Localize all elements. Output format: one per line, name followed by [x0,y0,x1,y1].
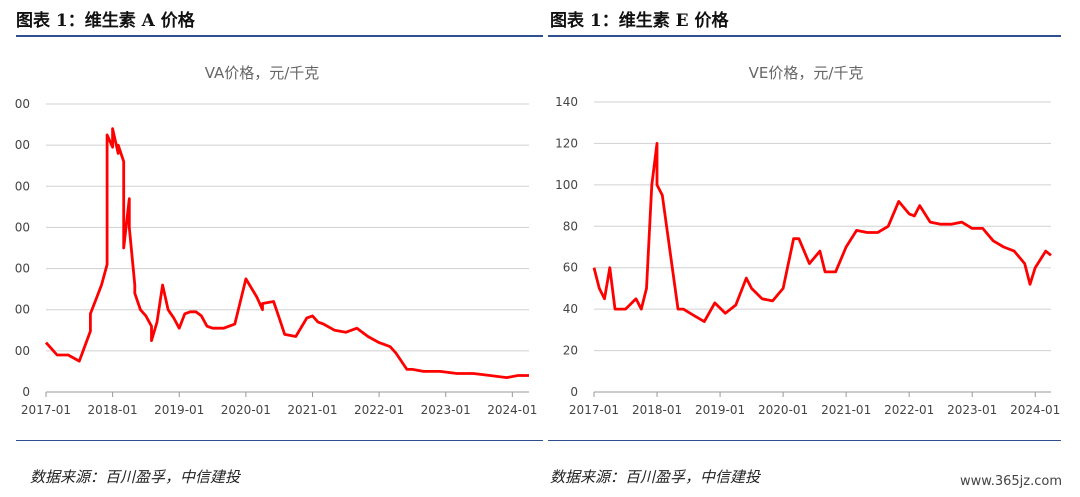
left-top-rule [16,35,543,37]
y-tick-label: 120 [555,136,578,150]
ve-price-chart: VE价格，元/千克 0 20 40 60 80 100 120 140 2017-01 2018-0… [555,64,1060,417]
x-tick-label: 2020-01 [221,403,271,417]
x-tick-label: 2017-01 [569,403,619,417]
x-tick-label: 2021-01 [821,403,871,417]
right-bottom-rule [548,440,1061,441]
y-tick-label: 00 [15,303,30,317]
x-tick-label: 2017-01 [21,403,71,417]
chart-title: VE价格，元/千克 [749,64,864,82]
y-tick-label: 00 [15,179,30,193]
x-tick-label: 2021-01 [287,403,337,417]
right-source-note: 数据来源：百川盈孚，中信建投 [550,468,761,486]
watermark: www.365jz.com [960,474,1062,489]
y-tick-label: 40 [563,302,578,316]
y-tick-label: 140 [555,95,578,109]
y-tick-label: 00 [15,344,30,358]
y-tick-label: 80 [563,219,578,233]
x-tick-label: 2022-01 [354,403,404,417]
y-tick-label: 00 [15,220,30,234]
y-tick-label: 0 [570,385,578,399]
y-tick-label: 20 [563,344,578,358]
x-tick-label: 2018-01 [632,403,682,417]
price-series-line [592,142,1052,324]
price-series-line [44,127,529,380]
x-tick-label: 2018-01 [88,403,138,417]
chart-title: VA价格，元/千克 [205,64,320,82]
left-bottom-rule [16,440,543,441]
x-tick-label: 2019-01 [695,403,745,417]
right-top-rule [548,35,1061,37]
y-tick-label: 60 [563,261,578,275]
x-tick-label: 2023-01 [947,403,997,417]
y-tick-label: 00 [15,262,30,276]
y-tick-label: 0 [22,385,30,399]
right-figure-title: 图表 1：维生素 E 价格 [550,11,729,31]
x-tick-label: 2024-01 [1010,403,1060,417]
x-tick-label: 2024-01 [487,403,537,417]
x-tick-label: 2023-01 [421,403,471,417]
left-source-note: 数据来源：百川盈孚，中信建投 [30,468,241,486]
y-tick-label: 00 [15,97,30,111]
x-tick-label: 2022-01 [884,403,934,417]
y-tick-label: 100 [555,178,578,192]
x-tick-label: 2019-01 [154,403,204,417]
y-tick-label: 00 [15,138,30,152]
x-tick-label: 2020-01 [758,403,808,417]
left-figure-title: 图表 1：维生素 A 价格 [16,11,195,31]
